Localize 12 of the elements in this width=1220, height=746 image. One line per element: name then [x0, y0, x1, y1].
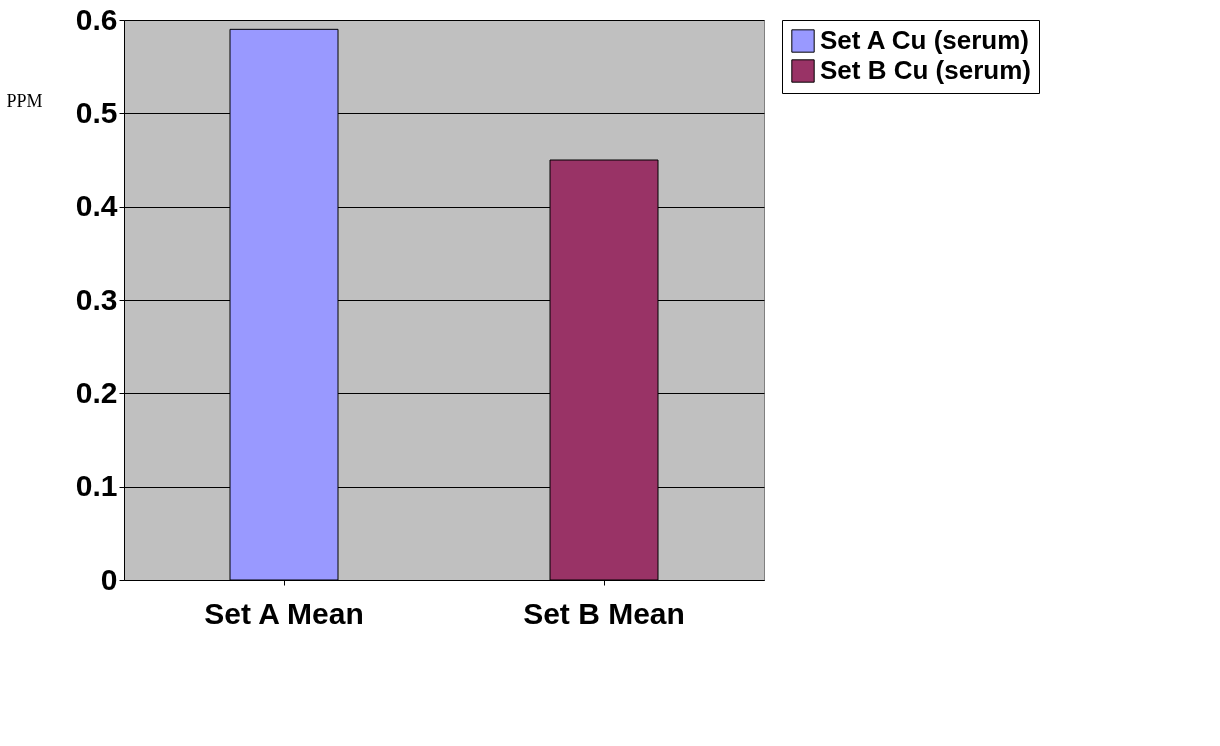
y-tick-label: 0.1: [75, 469, 118, 503]
y-tick-label: 0.3: [75, 282, 118, 316]
y-tick-label: 0.2: [75, 375, 118, 409]
x-tick-label: Set B Mean: [523, 596, 685, 630]
y-axis-title: PPM: [6, 90, 43, 111]
y-tick-label: 0.5: [75, 95, 118, 129]
y-tick-label: 0.4: [75, 189, 118, 223]
x-tick-label: Set A Mean: [204, 596, 364, 630]
legend-label: Set B Cu (serum): [820, 55, 1031, 85]
legend-label: Set A Cu (serum): [820, 25, 1029, 55]
y-tick-label: 0.6: [75, 2, 118, 36]
y-tick-label: 0: [100, 562, 118, 596]
